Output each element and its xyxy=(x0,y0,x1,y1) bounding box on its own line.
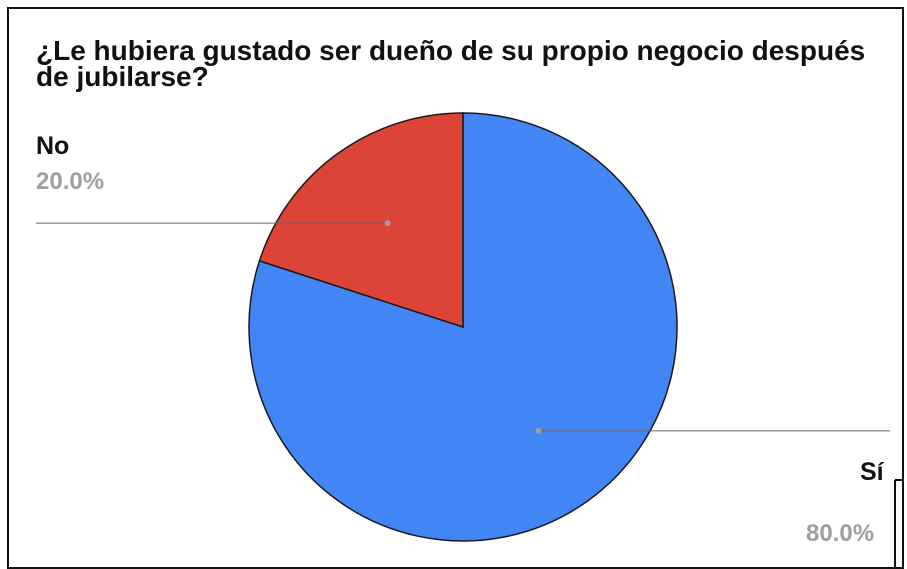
slice-percent-no: 20.0% xyxy=(36,168,105,195)
slice-percent-si: 80.0% xyxy=(806,520,875,547)
pie-slice-no xyxy=(258,112,464,329)
chart-title: ¿Le hubiera gustado ser dueño de su prop… xyxy=(36,35,866,92)
leader-line-si-dot xyxy=(535,427,542,434)
leader-lines xyxy=(36,220,890,434)
slice-label-no: No xyxy=(36,132,70,160)
slice-label-si: Sí xyxy=(860,458,884,486)
frame-corner-mark xyxy=(894,479,904,567)
pie-slices xyxy=(248,112,678,542)
leader-line-no-dot xyxy=(384,220,391,227)
